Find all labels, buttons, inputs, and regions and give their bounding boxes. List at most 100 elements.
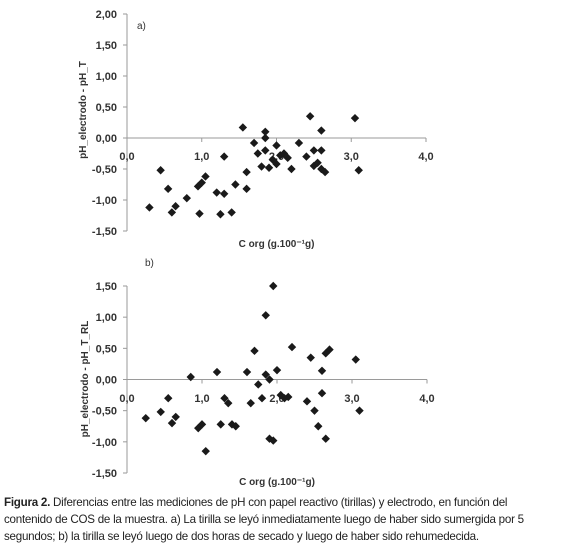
data-point xyxy=(350,113,360,123)
y-axis-title: pH_electrodo - pH_T xyxy=(78,61,89,159)
data-point xyxy=(163,184,173,194)
data-point xyxy=(254,380,263,389)
data-point xyxy=(141,413,150,423)
data-point xyxy=(145,203,154,212)
data-point xyxy=(227,208,236,217)
data-point xyxy=(246,398,255,408)
data-point xyxy=(317,126,326,135)
figure-caption: Figura 2. Diferencias entre las medicion… xyxy=(4,494,558,545)
data-point xyxy=(302,397,312,406)
data-point xyxy=(317,366,327,375)
data-point xyxy=(231,422,240,431)
data-point xyxy=(212,188,221,197)
caption-figure-label: Figura 2. xyxy=(4,496,51,509)
data-point xyxy=(261,127,270,136)
y-tick-label: 0,00 xyxy=(96,375,117,387)
x-tick-label: 4,0 xyxy=(418,151,433,163)
y-tick-label: 0,50 xyxy=(96,102,117,114)
x-axis-title: C org (g.100⁻¹g) xyxy=(239,477,315,488)
data-point xyxy=(182,193,191,203)
data-point xyxy=(317,146,326,155)
data-point xyxy=(242,367,252,377)
y-tick-label: -1,00 xyxy=(92,195,117,207)
data-point xyxy=(257,162,266,171)
data-point xyxy=(167,208,177,217)
data-point xyxy=(287,342,297,352)
data-point xyxy=(156,166,165,175)
data-point xyxy=(265,375,274,384)
data-point xyxy=(156,407,165,417)
data-point xyxy=(171,412,180,422)
data-point xyxy=(272,159,281,169)
data-point xyxy=(320,167,330,177)
y-tick-label: -1,00 xyxy=(92,437,117,449)
data-point xyxy=(314,422,323,431)
y-tick-label: -1,50 xyxy=(92,468,117,480)
x-tick-label: 1,0 xyxy=(194,151,209,163)
y-tick-label: 1,50 xyxy=(96,281,117,293)
data-point xyxy=(309,146,319,155)
data-point xyxy=(186,372,195,382)
data-point xyxy=(269,281,278,291)
y-tick-label: -0,50 xyxy=(92,406,117,418)
data-point xyxy=(224,398,233,408)
data-point xyxy=(197,178,206,187)
data-point xyxy=(261,133,270,143)
x-tick-label: 1,0 xyxy=(194,393,209,405)
data-point xyxy=(167,418,177,428)
data-point xyxy=(242,184,251,194)
x-tick-label: 0,0 xyxy=(119,393,134,405)
data-point xyxy=(238,123,248,132)
data-point xyxy=(306,353,315,362)
data-point xyxy=(261,146,270,155)
data-point xyxy=(287,164,296,174)
data-point xyxy=(272,141,281,150)
data-point xyxy=(212,367,222,377)
data-point xyxy=(201,446,210,456)
data-point xyxy=(269,436,278,445)
y-tick-label: 1,00 xyxy=(96,71,117,83)
y-tick-label: -1,50 xyxy=(92,226,117,238)
y-tick-label: 1,50 xyxy=(96,40,117,52)
data-point xyxy=(216,420,225,429)
data-point xyxy=(354,166,363,175)
y-tick-label: 2,00 xyxy=(96,9,117,21)
data-point xyxy=(261,311,270,320)
data-point xyxy=(257,394,267,403)
y-tick-label: 0,50 xyxy=(96,343,117,355)
data-point xyxy=(220,394,229,403)
data-point xyxy=(195,209,204,218)
data-point xyxy=(351,355,360,364)
data-point xyxy=(197,420,207,429)
x-axis-title: C org (g.100⁻¹g) xyxy=(239,239,315,250)
panel-label: b) xyxy=(145,258,154,269)
scatter-panel-b: 1,501,000,500,00-0,50-1,00-1,500,0 1,0 2,0… xyxy=(80,258,435,488)
data-point xyxy=(317,389,327,398)
y-tick-label: 1,00 xyxy=(96,312,117,324)
data-point xyxy=(325,345,334,354)
data-point xyxy=(164,394,173,403)
data-point xyxy=(355,406,364,415)
data-point xyxy=(250,346,259,356)
caption-text: Diferencias entre las mediciones de pH c… xyxy=(4,496,524,543)
x-tick-label: 3,0 xyxy=(344,151,359,163)
data-point xyxy=(242,167,251,177)
data-point xyxy=(313,158,322,167)
data-point xyxy=(216,210,225,219)
y-axis-title: pH_electrodo - pH_T_RL xyxy=(80,321,91,438)
x-tick-label: 3,0 xyxy=(344,393,359,405)
data-point xyxy=(284,392,293,402)
scatter-panel-a: 2,00 1,50 1,00 0,50 0,00 -0,50 -1,00 -1,50 0,0 1,… xyxy=(78,9,434,250)
data-point xyxy=(253,149,263,158)
y-tick-label: 0,00 xyxy=(96,133,117,145)
data-point xyxy=(294,138,304,148)
data-point xyxy=(249,138,259,148)
y-tick-label: -0,50 xyxy=(92,164,117,176)
data-point xyxy=(261,370,270,379)
data-point xyxy=(302,152,311,161)
data-point xyxy=(201,172,210,181)
data-point xyxy=(231,180,240,189)
data-point xyxy=(272,365,282,375)
data-point xyxy=(264,163,274,172)
